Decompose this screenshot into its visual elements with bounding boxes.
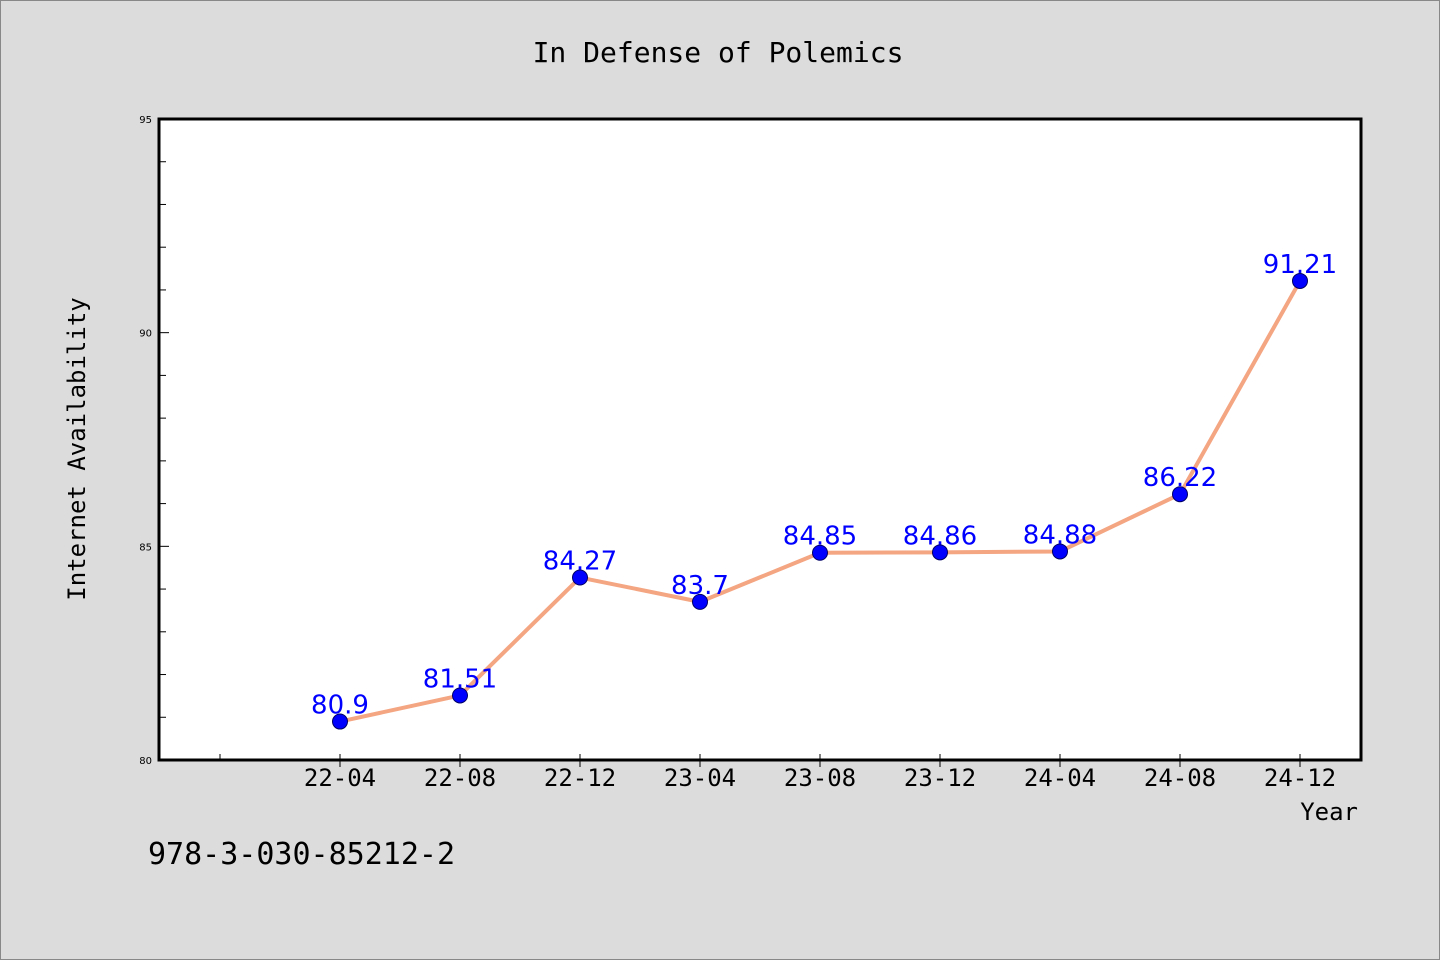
x-axis-ticks: 22-04 22-08 22-12 23-04 23-08 23-12 24-04 24-08…: [219, 754, 1336, 792]
x-tick-label: 23-04: [664, 764, 736, 792]
plot-area: [157, 117, 1363, 762]
y-axis-ticks: 80 85 90 95: [139, 115, 169, 767]
data-point: [452, 687, 468, 704]
x-tick-label: 22-04: [304, 764, 376, 792]
data-label: 86.22: [1143, 463, 1217, 493]
x-axis-label: Year: [1300, 798, 1358, 826]
data-label: 80.9: [311, 691, 369, 721]
data-label: 84.86: [903, 521, 977, 551]
data-point: [812, 544, 828, 561]
isbn-text: 978-3-030-85212-2: [148, 837, 455, 872]
x-tick-label: 22-12: [544, 764, 616, 792]
data-label: 83.7: [671, 571, 729, 601]
data-point: [692, 593, 708, 610]
x-tick-label: 23-08: [784, 764, 856, 792]
data-label: 81.51: [423, 664, 497, 694]
x-tick-label: 24-12: [1264, 764, 1336, 792]
data-label: 84.88: [1023, 520, 1097, 550]
x-tick-label: 24-08: [1144, 764, 1216, 792]
y-tick-label: 90: [139, 329, 152, 340]
x-tick-label: 22-08: [424, 764, 496, 792]
data-point: [1292, 272, 1308, 289]
chart-title: In Defense of Polemics: [533, 36, 904, 69]
x-tick-label: 23-12: [904, 764, 976, 792]
x-tick-label: 24-04: [1024, 764, 1096, 792]
data-label: 84.27: [543, 547, 617, 577]
data-point: [332, 713, 348, 730]
y-axis-label: Internet Availability: [63, 297, 91, 600]
y-tick-label: 95: [139, 115, 152, 126]
data-label: 84.85: [783, 522, 857, 552]
series-layer: 80.9 81.51 84.27 83.7 84.85 84.86 84.88 86.22 91…: [311, 250, 1337, 730]
data-point: [1172, 486, 1188, 503]
data-point: [1052, 543, 1068, 560]
data-point: [572, 569, 588, 586]
y-tick-label: 85: [139, 542, 152, 553]
data-point: [932, 544, 948, 561]
y-tick-label: 80: [139, 756, 152, 767]
data-label: 91.21: [1263, 250, 1337, 280]
